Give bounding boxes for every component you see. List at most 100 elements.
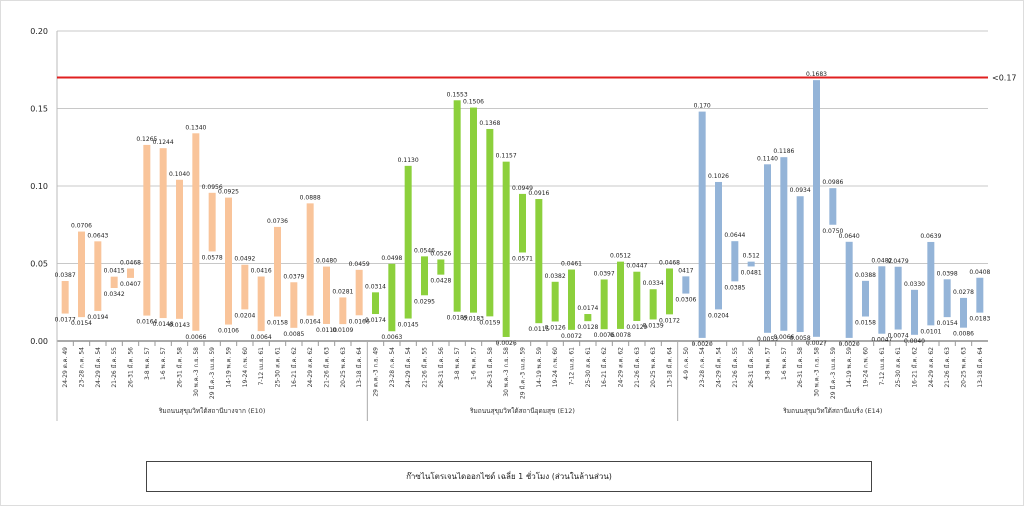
max-value-label: 0.0398: [937, 270, 958, 277]
max-value-label: 0.0415: [104, 268, 125, 275]
x-tick-label: 29 มี.ค.-3 เม.ย. 59: [519, 347, 527, 399]
x-tick-label: 25-30 ส.ค. 61: [275, 347, 282, 388]
min-value-label: 0.0194: [87, 314, 108, 321]
range-bar: [192, 133, 200, 331]
x-tick-label: 23-28 ก.ค. 54: [79, 347, 86, 388]
max-value-label: 0.0498: [381, 255, 402, 262]
max-value-label: 0.0479: [888, 258, 909, 265]
max-value-label: 0.1265: [136, 136, 157, 143]
max-value-label: 0.1553: [447, 91, 468, 98]
min-value-label: 0.0064: [251, 334, 272, 341]
max-value-label: 0.1186: [773, 148, 794, 155]
range-bar: [257, 276, 265, 332]
min-value-label: 0.0481: [741, 269, 762, 276]
x-tick-label: 24-29 ส.ค. 62: [307, 347, 314, 388]
min-value-label: 0.0204: [234, 312, 255, 319]
min-value-label: 0.0020: [692, 341, 713, 348]
range-bar: [437, 259, 445, 275]
reference-line-label: <0.17: [992, 74, 1017, 83]
range-bar: [143, 144, 151, 316]
range-bar: [715, 181, 722, 310]
min-value-label: 0.0154: [71, 320, 92, 327]
min-value-label: 0.0047: [871, 337, 892, 344]
min-value-label: 0.0139: [643, 322, 664, 329]
range-bar: [94, 241, 102, 311]
min-value-label: 0.0143: [169, 322, 190, 329]
min-value-label: 0.0126: [545, 324, 566, 331]
max-value-label: 0.0916: [528, 190, 549, 197]
max-value-label: 0.0526: [430, 250, 451, 257]
range-bar: [943, 279, 951, 318]
x-tick-label: 19-24 ก.พ. 60: [242, 347, 249, 387]
range-bar: [486, 128, 494, 317]
max-value-label: 0.1368: [479, 120, 500, 127]
y-tick-label: 0.20: [30, 27, 48, 36]
min-value-label: 0.0306: [675, 297, 696, 304]
range-bar: [862, 280, 869, 317]
x-tick-label: 26-31 มี.ค. 58: [486, 347, 494, 388]
range-bar: [372, 292, 379, 315]
range-bar: [600, 279, 608, 330]
min-value-label: 0.0086: [953, 331, 974, 338]
min-value-label: 0.0106: [218, 328, 239, 335]
min-value-label: 0.0159: [479, 319, 500, 326]
min-value-label: 0.0066: [773, 334, 794, 341]
range-bar: [78, 231, 85, 318]
max-value-label: 0.0379: [283, 273, 304, 280]
x-tick-label: 1-6 พ.ค. 57: [160, 347, 167, 380]
y-tick-label: 0.05: [30, 260, 48, 269]
max-value-label: 0.1140: [757, 155, 778, 162]
x-tick-label: 7-12 เม.ย. 61: [879, 347, 886, 386]
max-value-label: 0.0546: [414, 247, 435, 254]
min-value-label: 0.0578: [202, 254, 223, 261]
range-bar: [306, 203, 314, 316]
min-value-label: 0.0145: [398, 322, 419, 329]
x-tick-label: 25-30 ส.ค. 61: [585, 347, 592, 388]
range-bar: [960, 297, 967, 328]
range-bar: [845, 241, 853, 338]
min-value-label: 0.0177: [55, 317, 76, 324]
min-value-label: 0.0072: [561, 333, 582, 340]
max-value-label: 0.1026: [708, 173, 729, 180]
range-bar: [519, 193, 526, 253]
range-bar: [698, 111, 706, 338]
max-value-label: 0.0334: [643, 280, 664, 287]
legend-text: ก๊าซไนโตรเจนไดออกไซด์ เฉลี่ย 1 ชั่วโมง (…: [406, 472, 612, 481]
max-value-label: 0.0330: [904, 281, 925, 288]
max-value-label: 0.0706: [71, 223, 92, 230]
x-tick-label: 7-12 เม.ย. 61: [258, 347, 265, 386]
max-value-label: 0.0639: [920, 233, 941, 240]
range-bar: [241, 264, 249, 310]
range-bar: [731, 241, 739, 282]
range-bar: [535, 199, 543, 324]
max-value-label: 0.0640: [839, 233, 860, 240]
x-tick-label: 14-19 พ.ค. 59: [536, 347, 543, 388]
range-bar: [339, 297, 347, 325]
legend-box: ก๊าซไนโตรเจนไดออกไซด์ เฉลี่ย 1 ชั่วโมง (…: [146, 461, 872, 492]
range-bar: [421, 256, 428, 296]
max-value-label: 0.0461: [561, 261, 582, 268]
range-bar-chart: 0.00 0.05 0.10 0.15 0.20 0.0387 0.0177 24-29 ต.…: [30, 27, 1017, 421]
min-value-label: 0.0085: [283, 331, 304, 338]
min-value-label: 0.0129: [626, 324, 647, 331]
group-label: ริมถนนสุขุมวิทใต้สถานีแบริ่ง (E14): [783, 406, 883, 415]
x-tick-label: 21-26 มี.ค. 63: [943, 347, 951, 388]
x-tick-label: 24-29 ส.ค. 62: [928, 347, 935, 388]
range-bar: [764, 164, 771, 333]
x-tick-label: 20-25 พ.ค. 63: [961, 347, 968, 388]
range-bar: [829, 188, 837, 225]
max-value-label: 0.0459: [349, 261, 370, 268]
range-bar: [976, 277, 984, 313]
x-tick-label: 23-28 ก.ค. 54: [699, 347, 706, 388]
max-value-label: 0.0643: [87, 232, 108, 239]
x-tick-label: 26-31 มี.ค. 58: [796, 347, 804, 388]
x-tick-label: 14-19 พ.ค. 59: [846, 347, 853, 388]
range-bar: [796, 196, 804, 333]
x-tick-label: 21-26 มี.ค. 55: [110, 347, 118, 388]
x-tick-label: 29 ต.ค.-3 ก.ย. 49: [373, 347, 380, 397]
x-tick-label: 13-18 มี.ค. 64: [666, 347, 674, 388]
range-bar: [110, 276, 118, 288]
x-tick-label: 26-31 มี.ค. 56: [747, 347, 755, 388]
range-bar: [649, 289, 657, 320]
x-tick-label: 1-6 พ.ค. 57: [781, 347, 788, 380]
